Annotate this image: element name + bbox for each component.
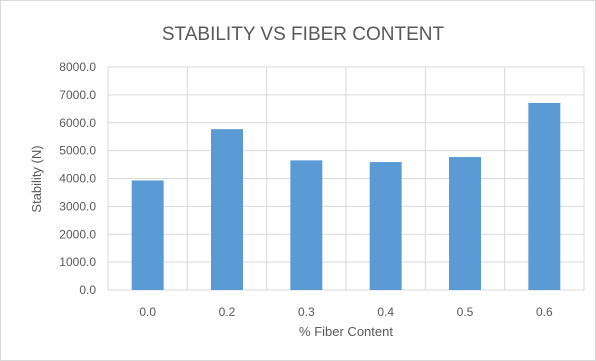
y-tick-label: 6000.0: [59, 116, 96, 130]
bar-0-3: [290, 160, 323, 290]
x-axis-label: % Fiber Content: [299, 324, 393, 339]
x-tick-label: 0.6: [536, 305, 553, 319]
x-tick-label: 0.4: [377, 305, 394, 319]
y-axis-label: Stability (N): [29, 145, 44, 212]
bar-0-5: [449, 157, 481, 290]
chart-title: STABILITY VS FIBER CONTENT: [162, 24, 445, 45]
bars: [131, 102, 561, 291]
y-tick-label: 7000.0: [59, 88, 96, 102]
y-tick-label: 8000.0: [59, 60, 96, 74]
gridlines: [107, 66, 585, 291]
y-axis-ticks: 0.0 1000.0 2000.0 3000.0 4000.0 5000.0 6000.0 7…: [59, 60, 96, 297]
y-tick-label: 2000.0: [59, 227, 96, 241]
y-tick-label: 1000.0: [59, 255, 96, 269]
x-tick-label: 0.5: [457, 305, 474, 319]
bar-0-0: [131, 180, 164, 290]
bar-0-2: [211, 129, 243, 290]
x-tick-label: 0.0: [139, 305, 156, 319]
x-tick-label: 0.2: [219, 305, 236, 319]
y-tick-label: 5000.0: [59, 144, 96, 158]
bar-0-4: [369, 162, 402, 290]
x-tick-label: 0.3: [298, 305, 315, 319]
y-tick-label: 3000.0: [59, 199, 96, 213]
bar-0-6: [528, 102, 561, 291]
y-tick-label: 4000.0: [59, 172, 96, 186]
y-tick-label: 0.0: [79, 283, 96, 297]
x-axis-ticks: 0.0 0.2 0.3 0.4 0.5 0.6: [139, 305, 553, 319]
